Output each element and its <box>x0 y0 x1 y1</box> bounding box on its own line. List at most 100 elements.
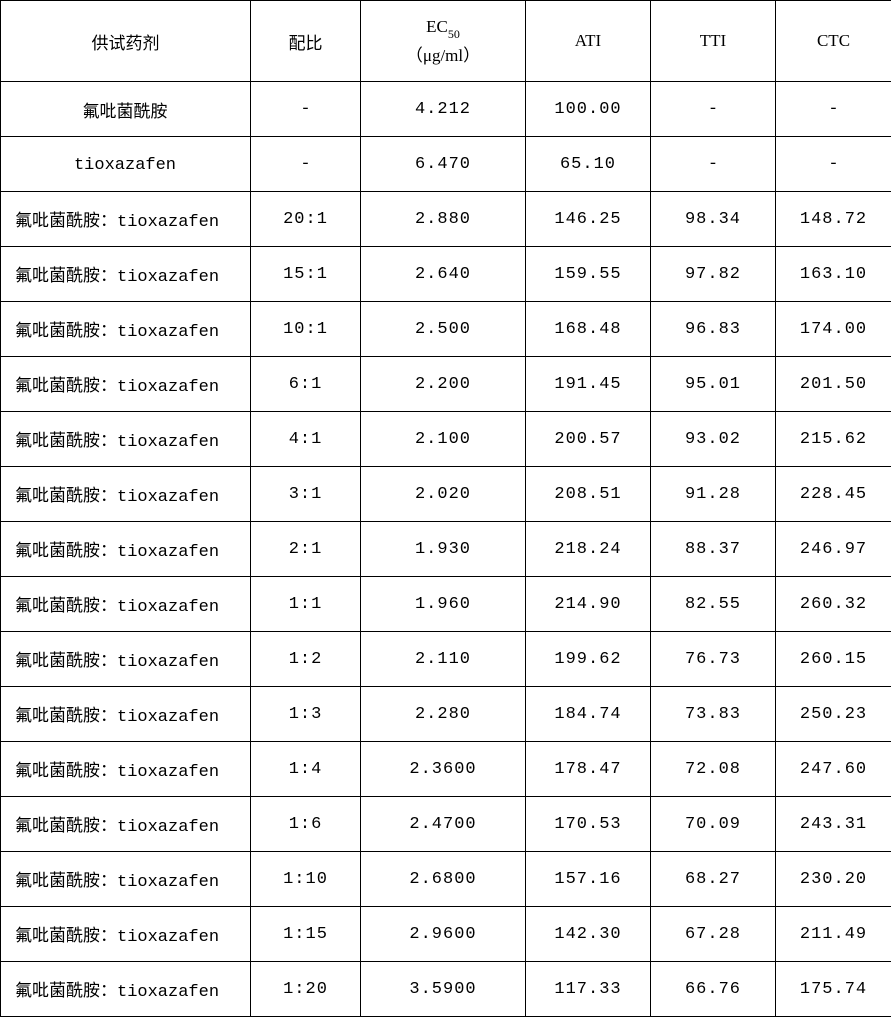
cell-ec50: 2.110 <box>361 632 526 687</box>
cell-tti: 93.02 <box>651 412 776 467</box>
column-header-ctc: CTC <box>776 1 891 82</box>
cell-ec50: 3.5900 <box>361 962 526 1017</box>
agent-cn-text: 氟吡菌酰胺： <box>15 211 117 230</box>
ctc-value: 211.49 <box>800 925 867 944</box>
ati-value: 200.57 <box>554 430 621 449</box>
cell-ratio: 3:1 <box>251 467 361 522</box>
ec50-value: 2.9600 <box>409 925 476 944</box>
cell-ati: 214.90 <box>526 577 651 632</box>
cell-ati: 65.10 <box>526 137 651 192</box>
table-row: 氟吡菌酰胺：tioxazafen 15:1 2.640159.55 97.82 163.… <box>1 247 891 302</box>
tti-value: 72.08 <box>685 760 741 779</box>
table-header-row: 供试药剂 配比 EC50 （μg/ml） ATI TTI CTC <box>1 1 891 82</box>
ctc-value: - <box>828 100 838 119</box>
agent-latin-text: tioxazafen <box>117 708 219 727</box>
ec50-value: 4.212 <box>415 100 471 119</box>
agent-cn-text: 氟吡菌酰胺： <box>15 926 117 945</box>
tti-value: 93.02 <box>685 430 741 449</box>
cell-agent: 氟吡菌酰胺：tioxazafen <box>1 577 251 632</box>
cell-tti: 70.09 <box>651 797 776 852</box>
cell-ratio: - <box>251 137 361 192</box>
agent-latin-text: tioxazafen <box>117 818 219 837</box>
cell-agent: 氟吡菌酰胺：tioxazafen <box>1 192 251 247</box>
agent-latin-text: tioxazafen <box>117 378 219 397</box>
agent-cn-text: 氟吡菌酰胺： <box>15 266 117 285</box>
cell-ati: 168.48 <box>526 302 651 357</box>
ctc-value: 247.60 <box>800 760 867 779</box>
data-table: 供试药剂 配比 EC50 （μg/ml） ATI TTI CTC 氟吡菌酰胺-4… <box>0 0 891 1017</box>
cell-agent: 氟吡菌酰胺：tioxazafen <box>1 357 251 412</box>
cell-ctc: - <box>776 82 891 137</box>
ratio-value: 15:1 <box>283 265 328 284</box>
cell-ratio: 1:6 <box>251 797 361 852</box>
table-row: 氟吡菌酰胺：tioxazafen1:22.110199.6276.73260.1… <box>1 632 891 687</box>
ctc-value: 228.45 <box>800 485 867 504</box>
ctc-value: 260.32 <box>800 595 867 614</box>
ctc-value: 260.15 <box>800 650 867 669</box>
cell-ati: 170.53 <box>526 797 651 852</box>
cell-ctc: 260.15 <box>776 632 891 687</box>
ratio-value: 1:15 <box>283 925 328 944</box>
ec50-value: 2.200 <box>415 375 471 394</box>
cell-ec50: 4.212 <box>361 82 526 137</box>
cell-agent: 氟吡菌酰胺：tioxazafen <box>1 852 251 907</box>
cell-ec50: 1.960 <box>361 577 526 632</box>
ati-value: 117.33 <box>554 980 621 999</box>
cell-ec50: 2.100 <box>361 412 526 467</box>
cell-ec50: 2.9600 <box>361 907 526 962</box>
ratio-value: 1:10 <box>283 870 328 889</box>
cell-ec50: 2.640 <box>361 247 526 302</box>
ec50-value: 2.110 <box>415 650 471 669</box>
tti-value: 76.73 <box>685 650 741 669</box>
ec50-prefix: EC <box>426 17 448 36</box>
table-body: 氟吡菌酰胺-4.212100.00--tioxazafen-6.47065.10… <box>1 82 891 1017</box>
agent-cn-text: 氟吡菌酰胺： <box>15 981 117 1000</box>
agent-latin-text: tioxazafen <box>117 873 219 892</box>
cell-ratio: - <box>251 82 361 137</box>
cell-ctc: 250.23 <box>776 687 891 742</box>
ctc-value: 148.72 <box>800 210 867 229</box>
cell-tti: 72.08 <box>651 742 776 797</box>
column-header-agent: 供试药剂 <box>1 1 251 82</box>
ati-value: 178.47 <box>554 760 621 779</box>
cell-agent: 氟吡菌酰胺：tioxazafen <box>1 742 251 797</box>
ec50-subscript: 50 <box>448 27 460 41</box>
ati-value: 142.30 <box>554 925 621 944</box>
cell-tti: - <box>651 82 776 137</box>
ctc-value: 163.10 <box>800 265 867 284</box>
cell-ctc: 163.10 <box>776 247 891 302</box>
agent-latin-text: tioxazafen <box>74 156 176 175</box>
table-row: tioxazafen-6.47065.10-- <box>1 137 891 192</box>
cell-ec50: 2.280 <box>361 687 526 742</box>
cell-ratio: 1:2 <box>251 632 361 687</box>
cell-ratio: 15:1 <box>251 247 361 302</box>
cell-ati: 159.55 <box>526 247 651 302</box>
ratio-value: 6:1 <box>289 375 323 394</box>
agent-latin-text: tioxazafen <box>117 763 219 782</box>
agent-cn-text: 氟吡菌酰胺： <box>15 651 117 670</box>
table-row: 氟吡菌酰胺：tioxazafen 6:1 2.200 191.4595.01 201.5… <box>1 357 891 412</box>
tti-value: 67.28 <box>685 925 741 944</box>
agent-cn-text: 氟吡菌酰胺： <box>15 486 117 505</box>
cell-tti: 95.01 <box>651 357 776 412</box>
cell-ratio: 2:1 <box>251 522 361 577</box>
cell-tti: 76.73 <box>651 632 776 687</box>
agent-latin-text: tioxazafen <box>117 268 219 287</box>
cell-ctc: 201.50 <box>776 357 891 412</box>
ctc-value: 201.50 <box>800 375 867 394</box>
ctc-value: 215.62 <box>800 430 867 449</box>
cell-tti: 98.34 <box>651 192 776 247</box>
cell-ctc: 260.32 <box>776 577 891 632</box>
cell-ati: 157.16 <box>526 852 651 907</box>
cell-ati: 191.45 <box>526 357 651 412</box>
agent-cn-text: 氟吡菌酰胺： <box>15 761 117 780</box>
column-header-ati: ATI <box>526 1 651 82</box>
ratio-value: 3:1 <box>289 485 323 504</box>
cell-agent: 氟吡菌酰胺：tioxazafen <box>1 412 251 467</box>
ctc-value: 175.74 <box>800 980 867 999</box>
agent-cn-text: 氟吡菌酰胺： <box>15 706 117 725</box>
tti-value: 97.82 <box>685 265 741 284</box>
cell-ati: 184.74 <box>526 687 651 742</box>
tti-value: 88.37 <box>685 540 741 559</box>
ec50-value: 2.3600 <box>409 760 476 779</box>
